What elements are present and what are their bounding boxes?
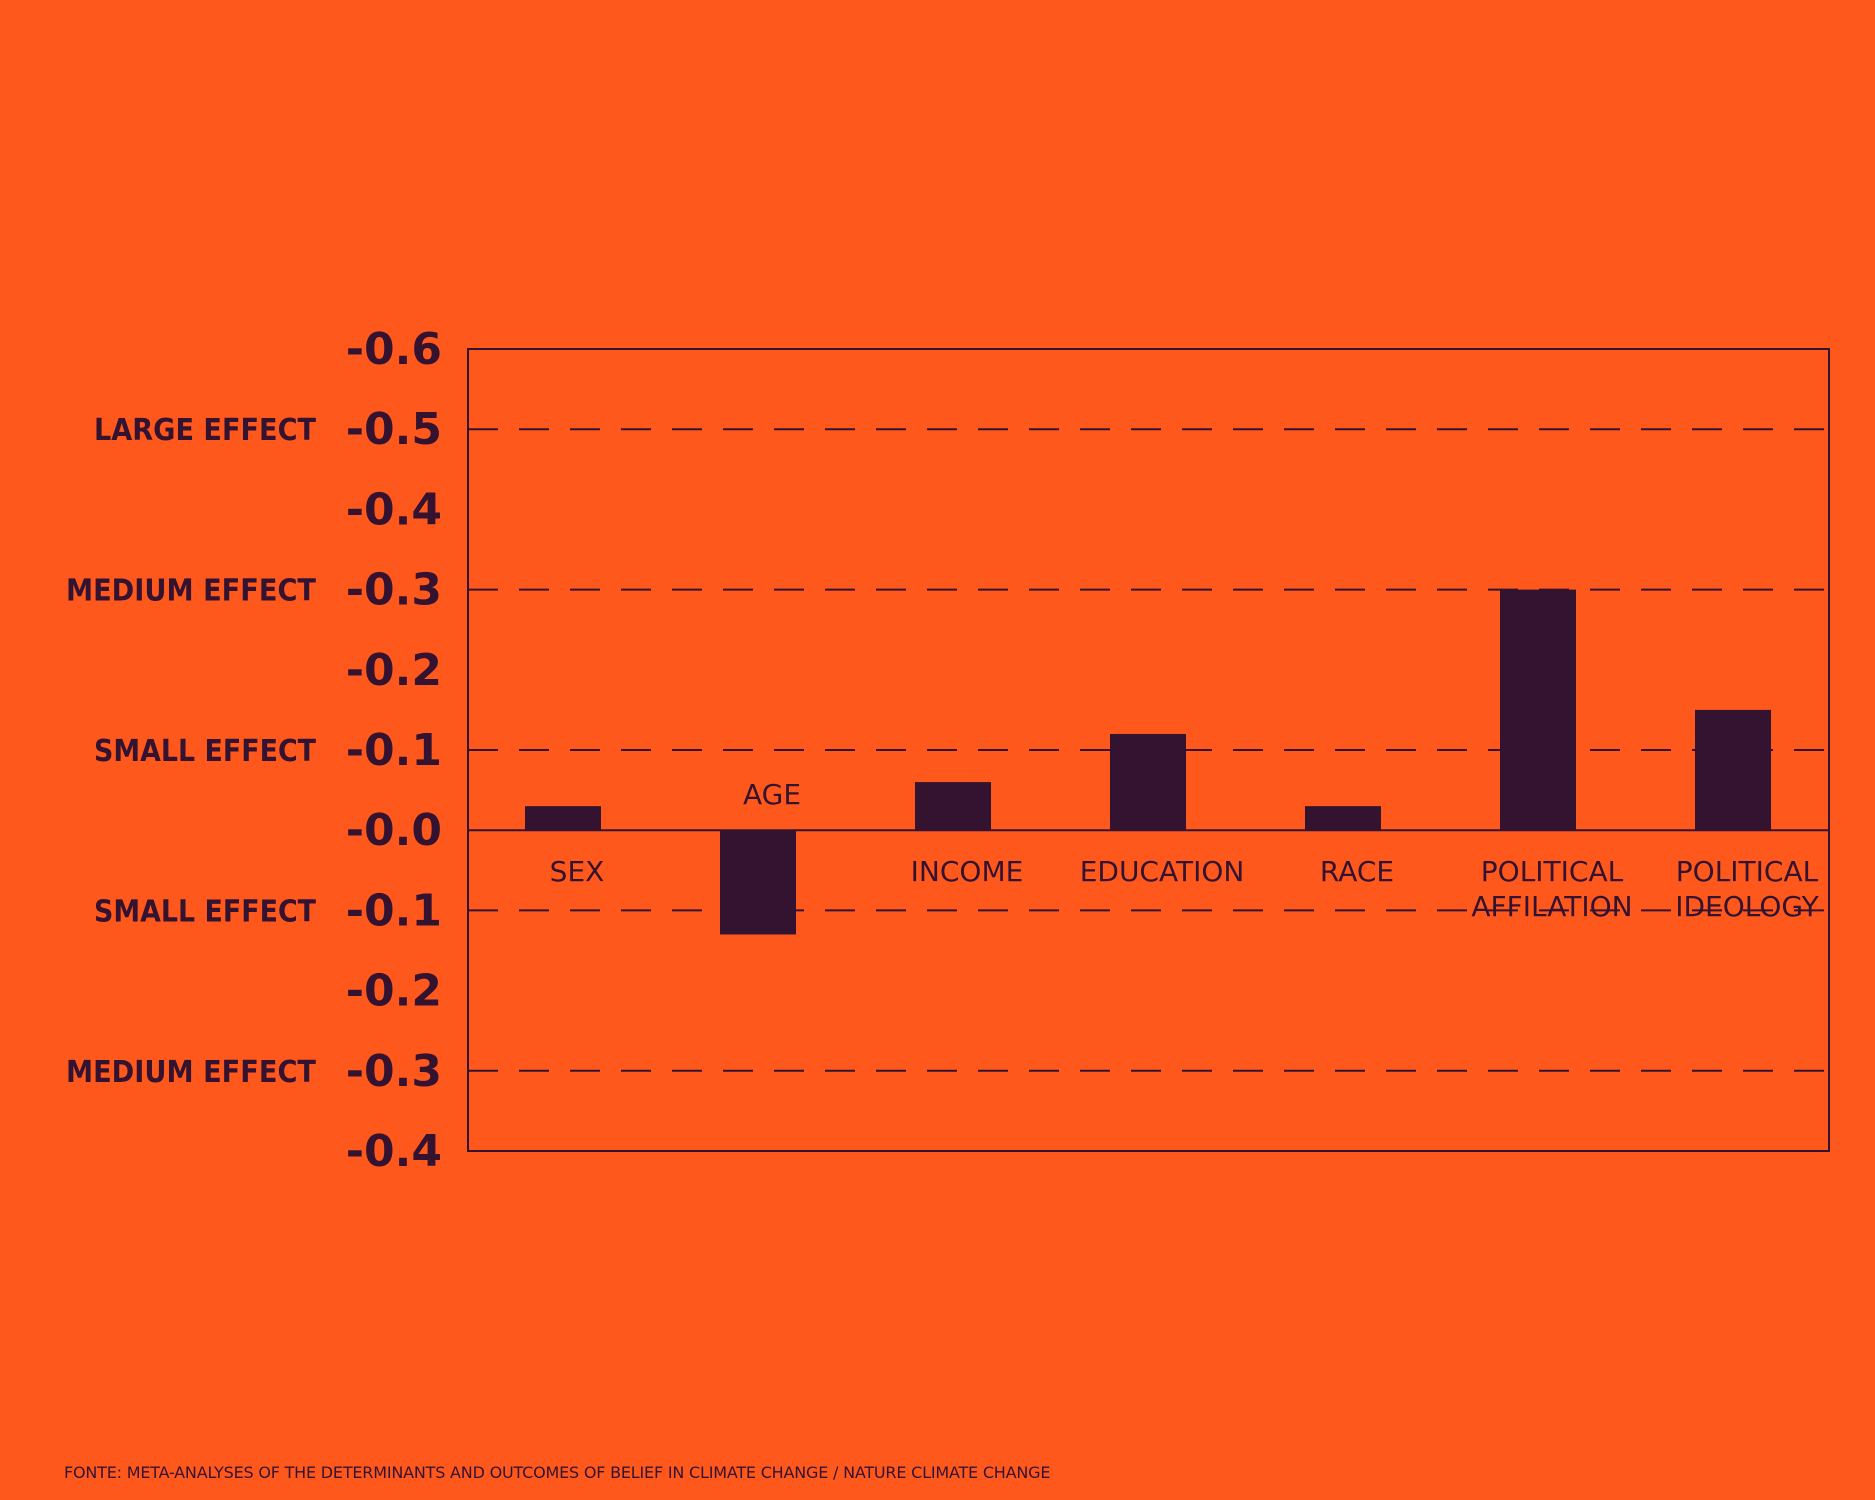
y-tick-label: -0.5: [346, 404, 442, 455]
source-note: FONTE: META-ANALYSES OF THE DETERMINANTS…: [64, 1463, 1051, 1482]
y-tick-label: -0.3: [346, 565, 442, 616]
bar: [1110, 733, 1186, 831]
category-label: INCOME: [911, 855, 1024, 888]
bar: [720, 830, 796, 935]
y-tick-label: -0.1: [346, 885, 442, 936]
effect-size-label: SMALL EFFECT: [94, 734, 316, 769]
category-label: AGE: [743, 778, 801, 811]
y-axis-tick-labels: -0.6 -0.5 -0.4 -0.3 -0.2 -0.1 -0.0 -0.1 -0.2 -0.3…: [346, 324, 442, 1177]
effect-size-labels: LARGE EFFECT MEDIUM EFFECT SMALL EFFECT SMA…: [66, 413, 316, 1090]
y-tick-label: -0.4: [346, 1126, 442, 1177]
y-tick-label: -0.0: [346, 805, 442, 856]
bar: [1500, 589, 1576, 831]
category-label: IDEOLOGY: [1675, 890, 1819, 923]
effect-size-label: MEDIUM EFFECT: [66, 1055, 316, 1090]
effect-size-label: MEDIUM EFFECT: [66, 574, 316, 609]
plot-frame: [467, 348, 1830, 1152]
y-tick-label: -0.6: [346, 324, 442, 375]
y-tick-label: -0.2: [346, 966, 442, 1017]
effect-size-label: SMALL EFFECT: [94, 894, 316, 929]
bar: [1695, 709, 1771, 831]
category-label: POLITICAL: [1676, 855, 1819, 888]
category-label: POLITICAL: [1481, 855, 1624, 888]
bar: [915, 782, 991, 831]
bar: [1305, 806, 1381, 831]
y-tick-label: -0.3: [346, 1046, 442, 1097]
category-label: RACE: [1320, 855, 1394, 888]
bar: [525, 806, 601, 831]
category-label: SEX: [550, 855, 605, 888]
effect-size-label: LARGE EFFECT: [94, 413, 316, 448]
y-tick-label: -0.2: [346, 645, 442, 696]
y-tick-label: -0.4: [346, 484, 442, 535]
category-label: AFFILATION: [1471, 890, 1632, 923]
y-tick-label: -0.1: [346, 725, 442, 776]
bars: [525, 589, 1771, 935]
category-label: EDUCATION: [1080, 855, 1245, 888]
